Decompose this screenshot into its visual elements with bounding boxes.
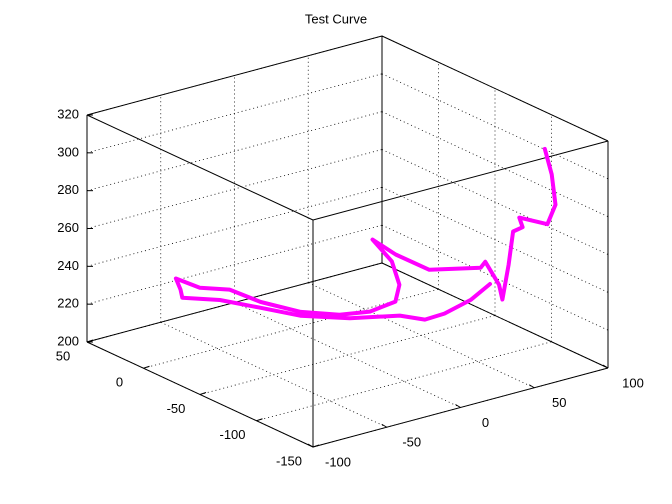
z-tick-label: 300 xyxy=(57,144,79,159)
tick-mark xyxy=(455,404,461,408)
tick-mark xyxy=(602,364,609,369)
x-tick-label: 100 xyxy=(622,375,644,390)
grid-line xyxy=(381,149,609,255)
z-tick-label: 240 xyxy=(57,258,79,273)
z-tick-label: 260 xyxy=(57,220,79,235)
tick-mark xyxy=(528,384,535,389)
tick-mark xyxy=(381,423,388,428)
box-edge xyxy=(86,114,314,221)
grid-line xyxy=(381,73,609,180)
grid-line xyxy=(86,186,383,267)
curve xyxy=(173,146,558,322)
tick-mark xyxy=(307,443,314,448)
x-tick-label: -50 xyxy=(402,435,421,450)
grid-line xyxy=(86,149,383,229)
grid-line xyxy=(86,224,383,305)
grid-line xyxy=(143,288,439,369)
box-edge xyxy=(312,140,609,221)
tick-mark xyxy=(199,392,207,395)
grid-line xyxy=(256,341,552,422)
y-tick-label: -100 xyxy=(219,427,245,442)
grid-line xyxy=(308,282,535,389)
tick-mark xyxy=(312,444,320,448)
x-tick-label: -100 xyxy=(325,454,351,469)
x-tick-label: 50 xyxy=(552,395,566,410)
y-tick-label: -50 xyxy=(167,401,186,416)
box-edge xyxy=(86,35,383,116)
tick-mark xyxy=(86,339,94,343)
y-tick-label: -150 xyxy=(276,453,302,468)
tick-mark xyxy=(256,418,263,422)
box-edge xyxy=(381,35,609,142)
chart-title: Test Curve xyxy=(305,11,367,26)
z-tick-label: 220 xyxy=(57,296,79,311)
grid-line xyxy=(381,186,609,293)
grid-line xyxy=(381,111,609,218)
z-tick-label: 200 xyxy=(57,333,79,348)
x-tick-label: 0 xyxy=(482,415,489,430)
grid-line xyxy=(199,315,496,395)
y-tick-label: 50 xyxy=(56,348,70,363)
z-tick-label: 320 xyxy=(57,106,79,121)
box-edge xyxy=(381,262,609,369)
grid-line xyxy=(86,73,383,154)
y-tick-label: 0 xyxy=(116,375,123,390)
tick-mark xyxy=(143,365,150,369)
z-tick-label: 280 xyxy=(57,182,79,197)
grid-line xyxy=(86,111,383,192)
